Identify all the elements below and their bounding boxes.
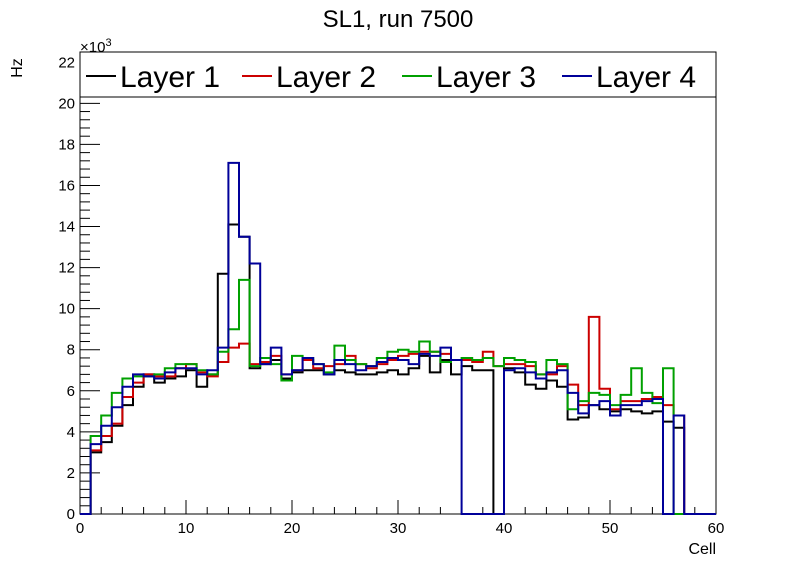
legend-item-layer-1: Layer 1: [86, 61, 220, 94]
y-tick-label: 16: [58, 177, 75, 194]
y-tick-label: 10: [58, 301, 75, 318]
y-tick-label: 6: [67, 383, 75, 400]
y-tick-label: 8: [67, 342, 75, 359]
legend-item-layer-4: Layer 4: [562, 61, 696, 94]
y-axis-label: Hz: [9, 58, 26, 78]
y-axis-exponent: ×103: [80, 37, 112, 56]
x-tick-label: 50: [602, 520, 619, 537]
legend-label: Layer 2: [276, 61, 376, 94]
y-tick-label: 22: [58, 54, 75, 71]
y-tick-label: 20: [58, 95, 75, 112]
x-tick-label: 30: [390, 520, 407, 537]
y-axis-exponent-power: 3: [105, 37, 111, 49]
y-tick-label: 18: [58, 136, 75, 153]
y-tick-label: 4: [67, 424, 75, 441]
x-tick-label: 40: [496, 520, 513, 537]
x-tick-label: 20: [284, 520, 301, 537]
legend-box: [79, 51, 717, 98]
y-tick-label: 2: [67, 465, 75, 482]
legend-item-layer-3: Layer 3: [402, 61, 536, 94]
y-tick-label: 14: [58, 219, 75, 236]
legend-label: Layer 4: [596, 61, 696, 94]
legend-label: Layer 3: [436, 61, 536, 94]
series-line-layer-2: [80, 315, 716, 515]
y-tick-label: 12: [58, 260, 75, 277]
x-axis-label: Cell: [688, 541, 716, 558]
series-line-layer-1: [80, 223, 716, 515]
legend: Layer 1 Layer 2 Layer 3 Layer 4: [79, 51, 717, 98]
chart-title: SL1, run 7500: [323, 6, 474, 33]
series-line-layer-3: [80, 278, 716, 515]
y-tick-label: 0: [67, 506, 75, 523]
legend-item-layer-2: Layer 2: [242, 61, 376, 94]
legend-label: Layer 1: [120, 61, 220, 94]
x-tick-label: 60: [708, 520, 725, 537]
x-tick-label: 10: [178, 520, 195, 537]
y-axis-exponent-base: ×10: [80, 39, 105, 56]
x-tick-label: 0: [76, 520, 84, 537]
series-line-layer-4: [80, 161, 716, 515]
series-layer: [80, 161, 716, 515]
